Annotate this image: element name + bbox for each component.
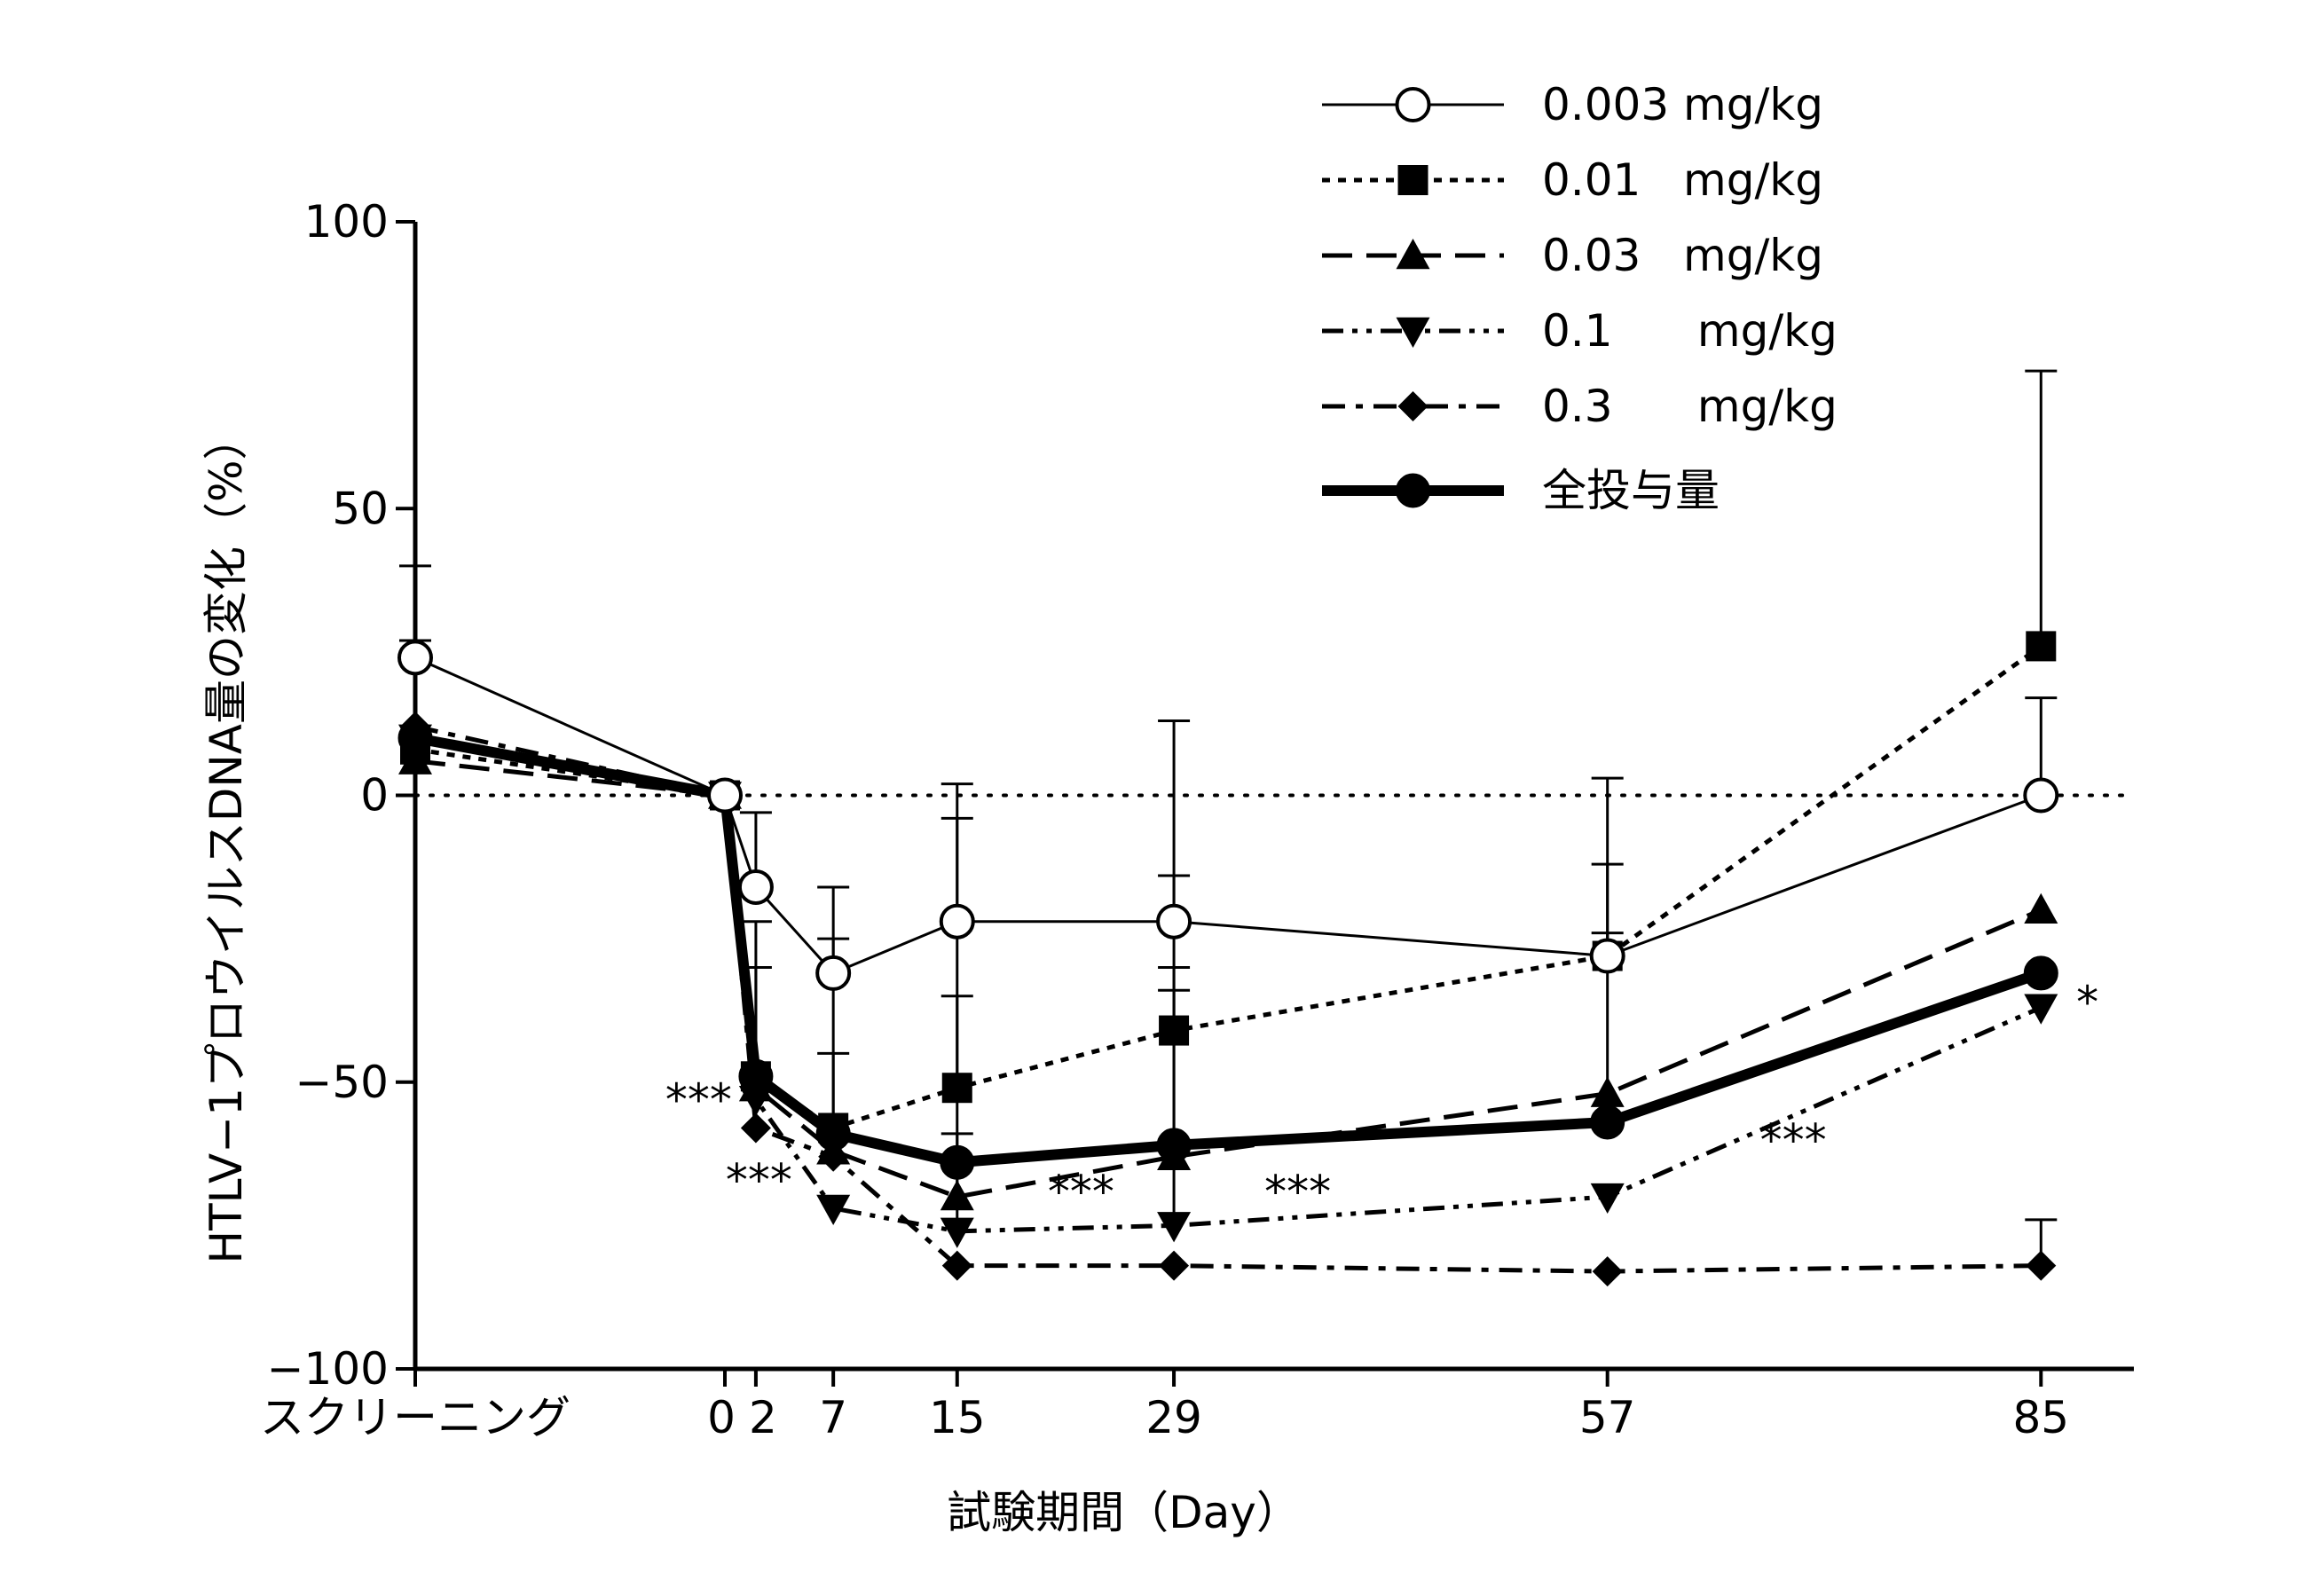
x-tick-label: 2 <box>749 1392 777 1443</box>
y-tick-label: 0 <box>360 770 389 822</box>
legend-entry-4: 0.3 mg/kg <box>1322 381 1838 432</box>
data-point <box>741 1112 771 1143</box>
data-point <box>399 722 431 754</box>
legend-entry-0: 0.003 mg/kg <box>1322 79 1823 130</box>
legend-label: 0.3 mg/kg <box>1542 381 1838 432</box>
significance-mark: *** <box>1048 1167 1114 1218</box>
significance-mark: *** <box>1264 1167 1331 1218</box>
x-tick-label: 57 <box>1579 1392 1636 1443</box>
significance-mark: *** <box>726 1155 792 1207</box>
data-point <box>2024 893 2058 924</box>
legend-label: 0.03 mg/kg <box>1542 230 1823 281</box>
data-point <box>2026 1251 2056 1281</box>
data-point <box>1159 1251 1189 1281</box>
legend-entry-3: 0.1 mg/kg <box>1322 305 1838 357</box>
x-tick-label: スクリーニング <box>260 1392 571 1443</box>
legend-marker <box>1398 391 1428 421</box>
data-point <box>1593 1256 1623 1286</box>
series-5 <box>399 722 2057 1178</box>
data-point <box>942 1073 972 1103</box>
data-point <box>2026 631 2056 661</box>
data-point <box>1591 1183 1625 1214</box>
data-point <box>2025 780 2057 812</box>
legend-label: 全投与量 <box>1542 465 1720 516</box>
significance-mark: *** <box>665 1074 732 1126</box>
legend-entry-2: 0.03 mg/kg <box>1322 230 1823 281</box>
data-point <box>2024 995 2058 1025</box>
data-point <box>399 641 431 673</box>
significance-annotations: **************** <box>665 977 2098 1217</box>
data-point <box>817 957 849 989</box>
data-point <box>941 906 973 938</box>
x-tick-label: 29 <box>1145 1392 1202 1443</box>
legend-entry-5: 全投与量 <box>1322 465 1720 516</box>
data-point <box>1158 906 1190 938</box>
data-point <box>1158 1129 1190 1161</box>
series-line <box>415 657 2041 973</box>
data-point <box>817 1118 849 1150</box>
data-point <box>709 780 741 812</box>
x-tick-label: 0 <box>707 1392 736 1443</box>
data-point <box>1591 1077 1625 1107</box>
legend-marker <box>1397 89 1429 121</box>
y-tick-label: 50 <box>332 483 389 534</box>
x-tick-label: 85 <box>2012 1392 2069 1443</box>
y-tick-label: 100 <box>304 196 389 248</box>
x-tick-label: 7 <box>819 1392 847 1443</box>
series-1 <box>399 371 2057 1143</box>
data-point <box>740 1060 772 1092</box>
legend-label: 0.003 mg/kg <box>1542 79 1823 130</box>
series-4 <box>400 712 2057 1286</box>
legend-entry-1: 0.01 mg/kg <box>1322 154 1823 206</box>
legend-label: 0.01 mg/kg <box>1542 154 1823 206</box>
legend: 0.003 mg/kg 0.01 mg/kg 0.03 mg/kg 0.1 mg/kg… <box>1322 79 1838 516</box>
data-point <box>1592 1106 1624 1138</box>
significance-mark: * <box>2076 977 2098 1028</box>
y-axis-title: HTLV−1プロウイルスDNA量の変化（%） <box>201 415 252 1263</box>
legend-label: 0.1 mg/kg <box>1542 305 1838 357</box>
x-axis-title: 試験期間（Day） <box>947 1487 1301 1538</box>
y-tick-label: −50 <box>295 1057 389 1108</box>
data-point <box>1159 1016 1189 1046</box>
data-point <box>1592 940 1624 972</box>
legend-marker <box>1398 165 1428 195</box>
series-line <box>415 727 2041 1271</box>
legend-marker <box>1397 475 1429 507</box>
data-point <box>740 871 772 903</box>
data-point <box>941 1146 973 1178</box>
data-point <box>2025 957 2057 989</box>
significance-mark: *** <box>1760 1114 1827 1166</box>
x-tick-label: 15 <box>929 1392 986 1443</box>
y-tick-label: −100 <box>267 1343 389 1395</box>
series-line <box>415 738 2041 1162</box>
series-3 <box>398 725 2058 1248</box>
